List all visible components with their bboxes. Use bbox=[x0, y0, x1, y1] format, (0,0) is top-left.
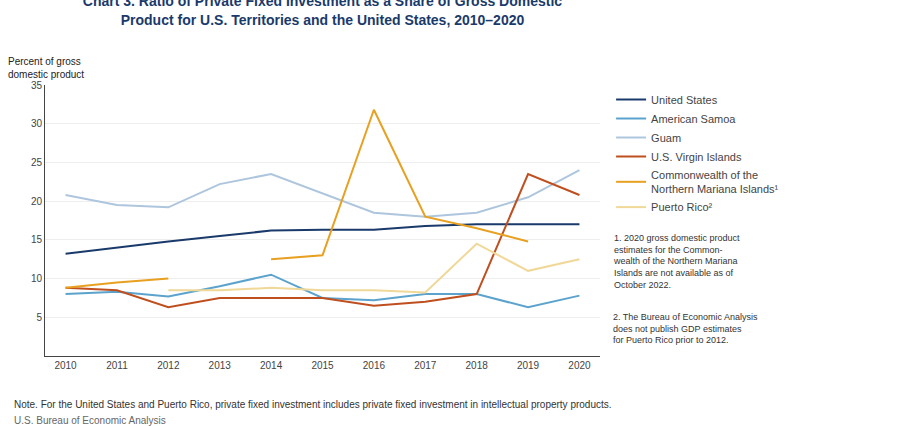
svg-text:1. 2020 gross domestic product: 1. 2020 gross domestic productestimates … bbox=[613, 233, 740, 290]
svg-text:Note. For the United States an: Note. For the United States and Puerto R… bbox=[14, 399, 612, 410]
svg-text:2018: 2018 bbox=[466, 360, 489, 371]
svg-text:2010: 2010 bbox=[54, 360, 77, 371]
svg-text:Puerto Rico²: Puerto Rico² bbox=[651, 201, 712, 213]
svg-text:2011: 2011 bbox=[106, 360, 128, 371]
svg-text:10: 10 bbox=[31, 273, 43, 284]
svg-text:Percent of grossdomestic produ: Percent of grossdomestic product bbox=[8, 56, 84, 80]
svg-text:U.S. Bureau of Economic Analys: U.S. Bureau of Economic Analysis bbox=[14, 415, 166, 426]
svg-text:2016: 2016 bbox=[363, 360, 386, 371]
svg-text:5: 5 bbox=[36, 312, 42, 323]
svg-text:Chart 3. Ratio of Private Fixe: Chart 3. Ratio of Private Fixed Investme… bbox=[83, 0, 562, 28]
svg-text:Commonwealth of theNorthern Ma: Commonwealth of theNorthern Mariana Isla… bbox=[651, 169, 779, 195]
svg-text:2017: 2017 bbox=[414, 360, 437, 371]
svg-text:2. The Bureau of Economic Anal: 2. The Bureau of Economic Analysisdoes n… bbox=[613, 312, 758, 345]
svg-text:American Samoa: American Samoa bbox=[651, 113, 736, 125]
svg-text:2015: 2015 bbox=[311, 360, 334, 371]
svg-text:2012: 2012 bbox=[157, 360, 180, 371]
svg-text:2014: 2014 bbox=[260, 360, 283, 371]
svg-text:30: 30 bbox=[31, 118, 43, 129]
svg-text:20: 20 bbox=[31, 196, 43, 207]
svg-text:United States: United States bbox=[651, 94, 718, 106]
svg-text:2013: 2013 bbox=[209, 360, 232, 371]
svg-text:35: 35 bbox=[31, 80, 43, 91]
svg-text:2020: 2020 bbox=[568, 360, 591, 371]
svg-text:25: 25 bbox=[31, 157, 43, 168]
svg-text:15: 15 bbox=[31, 234, 43, 245]
svg-text:2019: 2019 bbox=[517, 360, 540, 371]
svg-text:Guam: Guam bbox=[651, 132, 681, 144]
svg-text:U.S. Virgin Islands: U.S. Virgin Islands bbox=[651, 151, 742, 163]
